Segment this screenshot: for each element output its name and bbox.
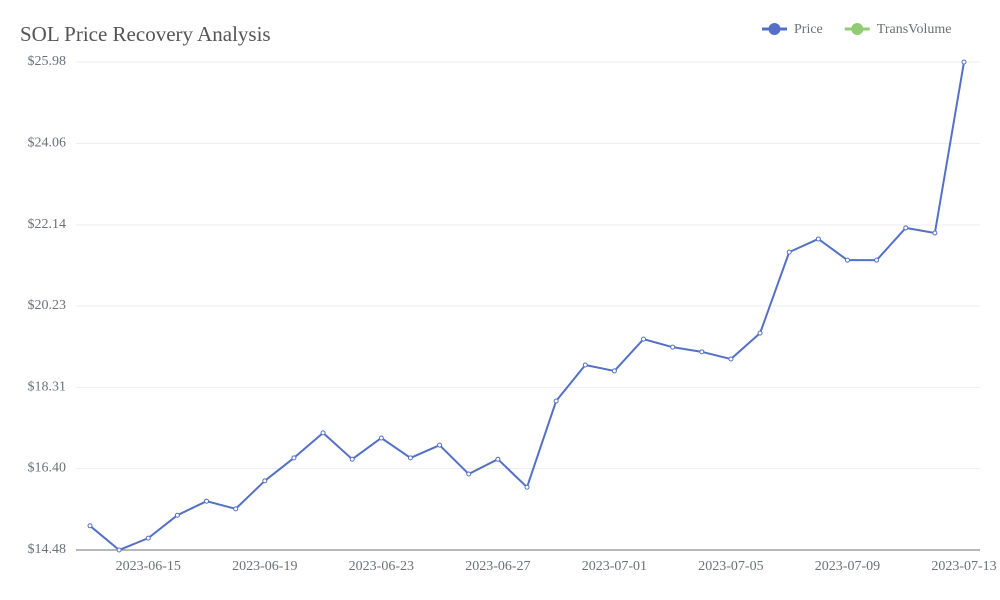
- legend-label: Price: [794, 22, 823, 37]
- point: [874, 257, 880, 263]
- y-tick-label: $22.14: [28, 217, 67, 232]
- x-tick-label: 2023-06-23: [349, 559, 414, 574]
- x-tick-label: 2023-06-27: [465, 559, 530, 574]
- point: [728, 356, 734, 362]
- x-tick-label: 2023-07-01: [582, 559, 647, 574]
- point: [87, 523, 93, 529]
- point: [466, 471, 472, 477]
- point: [903, 225, 909, 231]
- y-tick-label: $18.31: [28, 380, 67, 395]
- legend-label: TransVolume: [877, 22, 952, 37]
- legend-swatch-dot: [768, 23, 781, 35]
- point: [262, 478, 268, 484]
- chart-title: SOL Price Recovery Analysis: [20, 22, 271, 46]
- point: [641, 336, 647, 342]
- y-tick-label: $14.48: [28, 542, 67, 557]
- point: [524, 484, 530, 490]
- legend-item: TransVolume: [844, 22, 952, 37]
- point: [932, 230, 938, 236]
- point: [204, 498, 210, 504]
- x-tick-label: 2023-07-05: [698, 559, 763, 574]
- point: [495, 456, 501, 462]
- point: [961, 59, 967, 65]
- legend-swatch-dot: [851, 23, 864, 35]
- point: [407, 455, 413, 461]
- point: [670, 344, 676, 350]
- point: [349, 456, 355, 462]
- point: [786, 249, 792, 255]
- y-tick-label: $24.06: [28, 136, 67, 151]
- point: [611, 368, 617, 374]
- point: [378, 435, 384, 441]
- point: [582, 362, 588, 368]
- point: [815, 236, 821, 242]
- x-tick-label: 2023-06-19: [232, 559, 297, 574]
- x-tick-label: 2023-07-09: [815, 559, 880, 574]
- x-tick-label: 2023-07-13: [931, 559, 996, 574]
- point: [291, 455, 297, 461]
- point: [320, 430, 326, 436]
- point: [174, 512, 180, 518]
- y-tick-label: $25.98: [28, 54, 67, 69]
- legend-item: Price: [762, 22, 823, 37]
- point: [699, 349, 705, 355]
- x-tick-label: 2023-06-15: [116, 559, 181, 574]
- point: [844, 257, 850, 263]
- y-tick-label: $16.40: [28, 461, 67, 476]
- point: [116, 547, 122, 553]
- point: [233, 506, 239, 512]
- point: [437, 442, 443, 448]
- point: [145, 535, 151, 541]
- y-tick-label: $20.23: [28, 298, 67, 313]
- point: [553, 398, 559, 404]
- point: [757, 330, 763, 336]
